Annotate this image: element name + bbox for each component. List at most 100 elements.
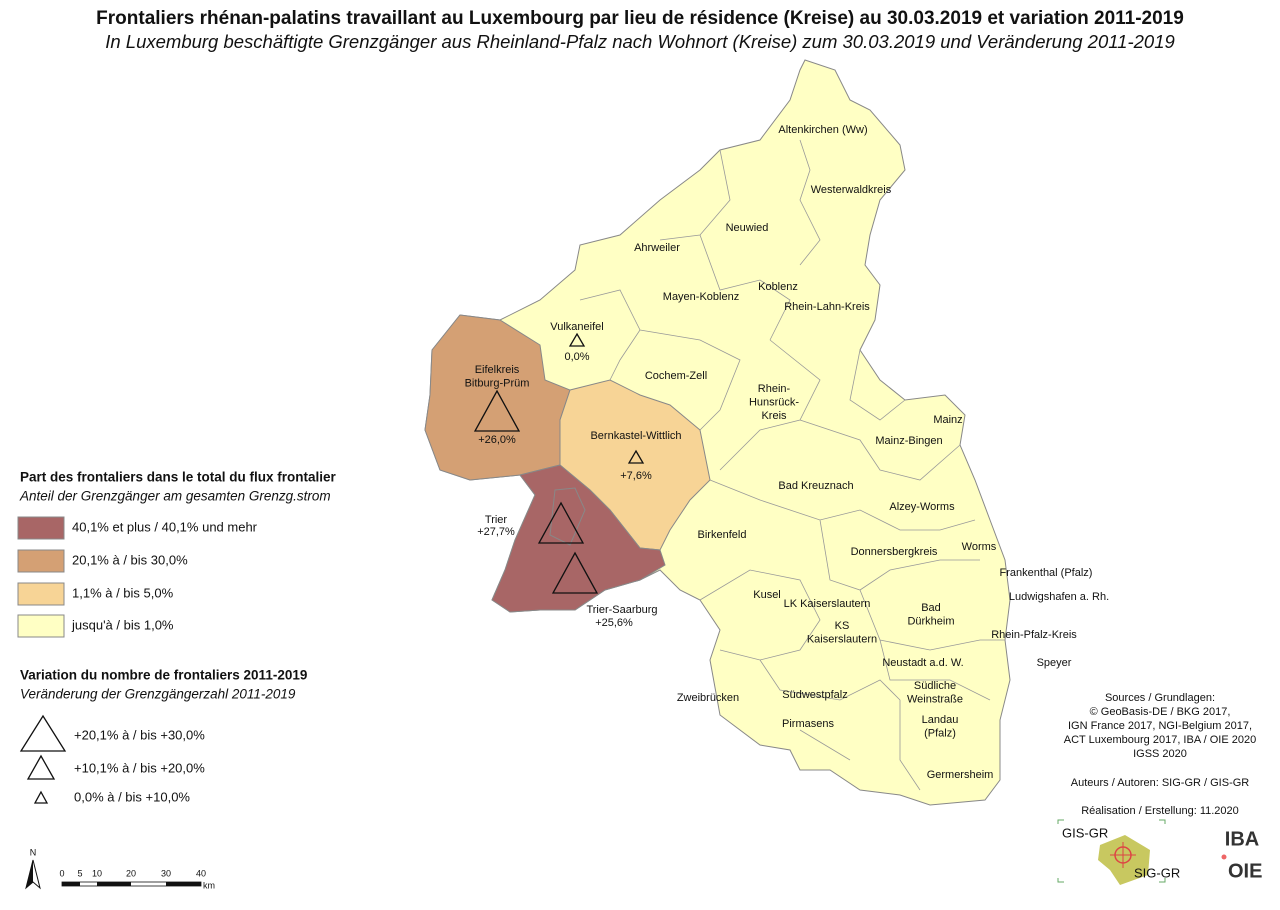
- district-label: Neustadt a.d. W.: [882, 657, 963, 669]
- district-label: Mayen-Koblenz: [663, 291, 739, 303]
- legend-title: Part des frontaliers dans le total du fl…: [20, 470, 337, 485]
- legend-label: 0,0% à / bis +10,0%: [74, 789, 190, 804]
- district-label: Weinstraße: [907, 693, 963, 705]
- district-labels: Altenkirchen (Ww) Westerwaldkreis Neuwied A…: [465, 124, 1110, 781]
- district-label: Alzey-Worms: [889, 501, 955, 513]
- district-label: Landau: [922, 714, 959, 726]
- north-label: N: [30, 847, 37, 857]
- district-label: Rhein-Lahn-Kreis: [784, 301, 870, 313]
- realisation: Réalisation / Erstellung: 11.2020: [1081, 805, 1239, 817]
- legend-subtitle: Veränderung der Grenzgängerzahl 2011-201…: [20, 687, 296, 702]
- district-label: Bernkastel-Wittlich: [590, 430, 681, 442]
- legend-label: 40,1% et plus / 40,1% und mehr: [72, 519, 258, 534]
- district-label: (Pfalz): [924, 727, 956, 739]
- variation-label: +7,6%: [620, 470, 652, 482]
- variation-symbol: [551, 551, 599, 594]
- scale-tick: 30: [161, 868, 171, 878]
- source-line: IGSS 2020: [1133, 748, 1187, 760]
- district-label: Zweibrücken: [677, 692, 739, 704]
- district-label: Bitburg-Prüm: [465, 377, 530, 389]
- district-label: Altenkirchen (Ww): [778, 124, 867, 136]
- trier-region: [549, 487, 586, 546]
- legend-label: jusqu'à / bis 1,0%: [71, 617, 174, 632]
- variation-symbol: [627, 449, 645, 464]
- north-arrow: [26, 860, 33, 888]
- trier-saarburg-region: [491, 464, 666, 613]
- logos: GIS-GR SIG-GR IBA OIE: [1057, 819, 1262, 885]
- logo-frame: [1057, 819, 1166, 883]
- district-label: Kreis: [761, 410, 787, 422]
- district-label: Mainz-Bingen: [875, 435, 942, 447]
- logo-text: IBA: [1225, 828, 1259, 850]
- district-label: Cochem-Zell: [645, 370, 707, 382]
- source-line: © GeoBasis-DE / BKG 2017,: [1090, 706, 1231, 718]
- district-label: Trier: [485, 514, 508, 526]
- legend-label: 20,1% à / bis 30,0%: [72, 552, 188, 567]
- district-label: Germersheim: [927, 769, 994, 781]
- logo-dot: [1221, 854, 1227, 860]
- legend-symbol: [33, 790, 49, 804]
- legend-share: Part des frontaliers dans le total du fl…: [17, 470, 337, 638]
- district-label: Mainz: [933, 414, 962, 426]
- map: [424, 59, 1011, 806]
- legend-label: +20,1% à / bis +30,0%: [74, 727, 205, 742]
- district-label: Rhein-Pfalz-Kreis: [991, 629, 1077, 641]
- district-label: Donnersbergkreis: [851, 546, 938, 558]
- district-label: Kaiserslautern: [807, 633, 877, 645]
- district-label: Neuwied: [726, 222, 769, 234]
- district-label: Bad: [921, 602, 941, 614]
- legend-symbol: [19, 714, 67, 752]
- logo-text: SIG-GR: [1134, 865, 1180, 880]
- scale-tick: 40: [196, 868, 206, 878]
- district-label: Rhein-: [758, 383, 791, 395]
- district-label: Eifelkreis: [475, 364, 520, 376]
- district-borders: [579, 139, 1005, 791]
- source-line: IGN France 2017, NGI-Belgium 2017,: [1068, 720, 1252, 732]
- legend-swatch: [17, 614, 65, 638]
- district-label: Frankenthal (Pfalz): [1000, 567, 1093, 579]
- district-label: Trier-Saarburg: [586, 604, 657, 616]
- variation-symbol: [537, 501, 585, 544]
- legend-swatch: [17, 516, 65, 540]
- district-label: Hunsrück-: [749, 396, 799, 408]
- legend-title: Variation du nombre de frontaliers 2011-…: [20, 668, 307, 683]
- authors: Auteurs / Autoren: SIG-GR / GIS-GR: [1071, 777, 1250, 789]
- source-line: ACT Luxembourg 2017, IBA / OIE 2020: [1064, 734, 1256, 746]
- legend-variation: Variation du nombre de frontaliers 2011-…: [19, 668, 307, 804]
- logo-shape: [1098, 835, 1150, 885]
- district-label: Vulkaneifel: [550, 321, 603, 333]
- legend-label: +10,1% à / bis +20,0%: [74, 760, 205, 775]
- sources: Sources / Grundlagen: © GeoBasis-DE / BK…: [1064, 692, 1256, 817]
- district-label: Ludwigshafen a. Rh.: [1009, 591, 1109, 603]
- district-label: Pirmasens: [782, 718, 834, 730]
- district-label: Birkenfeld: [698, 529, 747, 541]
- legend-subtitle: Anteil der Grenzgänger am gesamten Grenz…: [19, 489, 331, 504]
- logo-text: OIE: [1228, 860, 1262, 882]
- district-label: Südwestpfalz: [782, 689, 847, 701]
- legend-swatch: [17, 582, 65, 606]
- scale-tick: 5: [77, 868, 82, 878]
- variation-label: +25,6%: [595, 617, 633, 629]
- title-fr: Frontaliers rhénan-palatins travaillant …: [96, 8, 1184, 29]
- variation-symbol: [473, 389, 521, 432]
- scale-segment: [166, 882, 201, 886]
- legend-label: 1,1% à / bis 5,0%: [72, 585, 174, 600]
- variation-label: +26,0%: [478, 434, 516, 446]
- scale-tick: 10: [92, 868, 102, 878]
- variation-label: 0,0%: [564, 351, 589, 363]
- legend-symbol: [26, 754, 56, 780]
- variation-symbol: [568, 332, 586, 347]
- logo-target: [1110, 842, 1136, 868]
- title-de: In Luxemburg beschäftigte Grenzgänger au…: [105, 31, 1175, 52]
- scale-bar: N 0 5 10 20 30 40 km: [25, 847, 215, 890]
- scale-segment: [62, 882, 80, 886]
- district-label: Ahrweiler: [634, 242, 680, 254]
- scale-tick: 0: [59, 868, 64, 878]
- district-label: Koblenz: [758, 281, 798, 293]
- scale-tick: 20: [126, 868, 136, 878]
- district-label: Westerwaldkreis: [811, 184, 892, 196]
- district-label: KS: [835, 620, 850, 632]
- district-label: Kusel: [753, 589, 781, 601]
- district-label: LK Kaiserslautern: [784, 598, 871, 610]
